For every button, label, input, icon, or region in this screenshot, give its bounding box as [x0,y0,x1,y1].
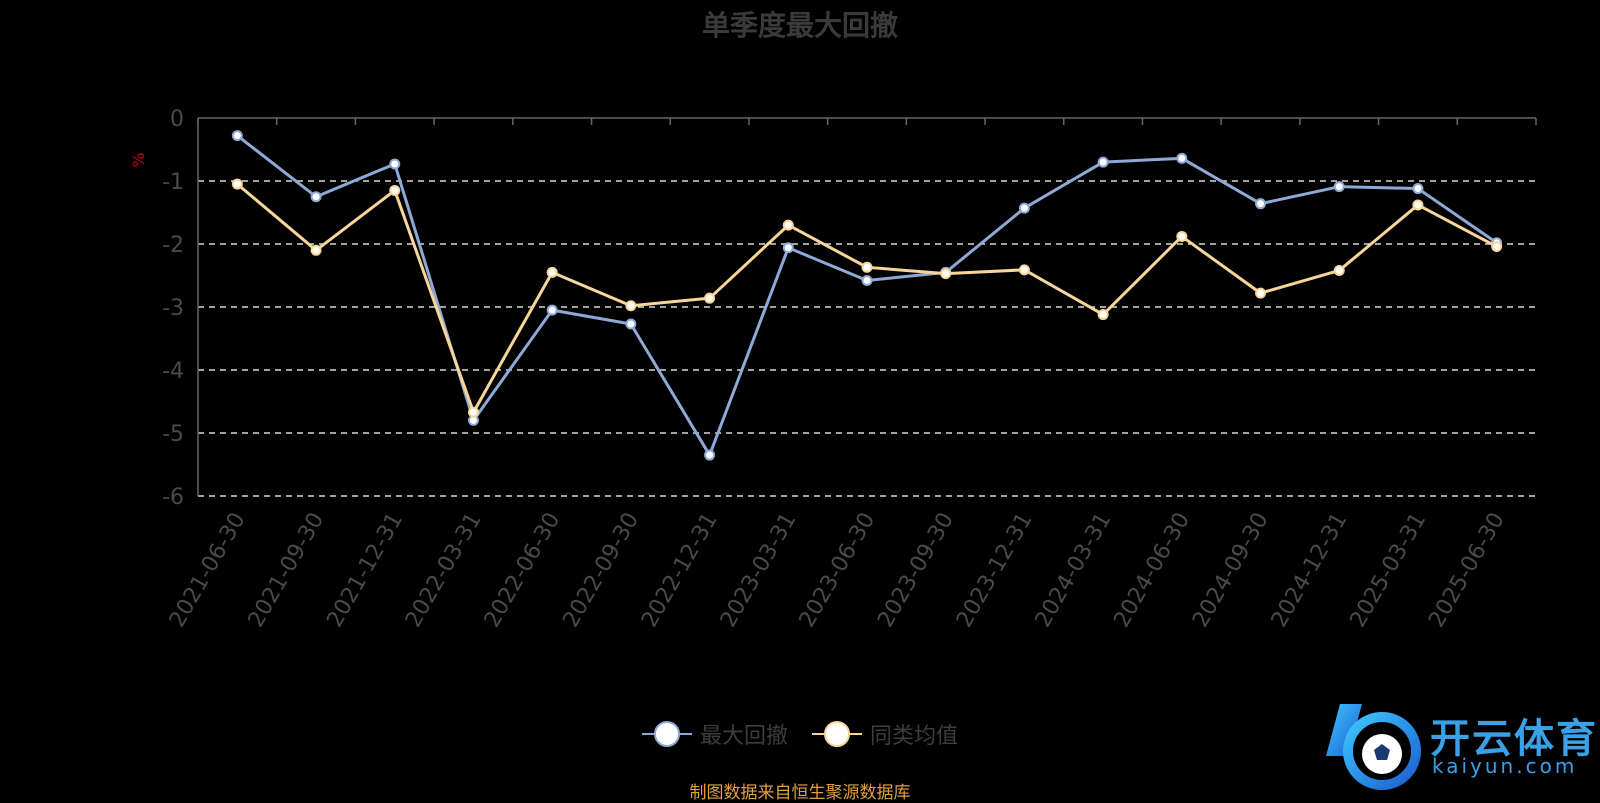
logo-ball-icon [1326,704,1421,790]
y-axis-label: % [129,152,148,167]
x-tick-label: 2021-09-30 [244,509,330,632]
legend-dot-0 [653,721,680,747]
data-point [704,292,716,304]
brand-logo: 开云体育 kaiyun.com [1310,696,1600,796]
x-tick-label: 2023-12-31 [952,509,1038,632]
x-tick-label: 2022-06-30 [480,509,566,632]
x-tick-label: 2024-03-31 [1031,509,1117,632]
data-point [1255,287,1267,299]
data-point [1018,264,1030,276]
x-tick-label: 2024-12-31 [1267,509,1353,632]
chart-title: 单季度最大回撤 [701,9,898,42]
series-line-0 [236,134,1498,457]
data-point [310,191,322,203]
logo-text-en: kaiyun.com [1432,754,1578,778]
data-point [625,300,637,312]
data-point [1176,152,1188,164]
data-point [782,219,794,231]
x-tick-label: 2024-06-30 [1109,509,1195,632]
x-tick-label: 2023-09-30 [873,508,959,631]
legend-marker-0 [641,721,692,747]
source-note: 制图数据来自恒生聚源数据库 [689,783,911,803]
data-point [704,449,716,461]
legend-label-0: 最大回撤 [699,724,788,749]
data-point [940,268,952,280]
data-point [1412,183,1424,195]
y-tick-label: -2 [162,233,184,258]
y-tick-label: -3 [162,296,184,321]
data-point [782,242,794,254]
x-tick-label: 2021-12-31 [322,509,408,632]
logo-text-cn: 开云体育 [1430,716,1598,762]
legend-marker-1 [812,721,862,747]
y-tick-label: -1 [162,170,184,195]
line-chart: 0 -1 -2 -3 -4 -5 -6% 2021-06-302021-09-302021-1… [129,107,1537,632]
data-point [467,406,479,418]
series-layer [231,130,1503,461]
data-point [1176,230,1188,242]
y-tick-label: -6 [162,485,184,510]
legend-label-1: 同类均值 [870,724,959,749]
data-point [546,304,558,316]
data-point [310,244,322,256]
data-point [1097,156,1109,168]
data-point [861,261,873,273]
x-tick-label: 2022-03-31 [401,509,487,632]
x-tick-label: 2025-06-30 [1424,509,1510,632]
y-tick-label: 0 [170,107,184,132]
data-point [231,130,243,142]
data-point [1333,264,1345,276]
data-point [861,275,873,287]
data-point [389,158,401,170]
data-point [1412,199,1424,211]
data-point [1491,241,1503,253]
x-tick-label: 2025-03-31 [1346,509,1432,632]
x-tick-label: 2023-03-31 [716,509,802,632]
legend: 最大回撤 同类均值 [0,718,1600,750]
data-point [1255,198,1267,210]
data-point [625,318,637,330]
data-point [389,184,401,196]
data-point [1097,309,1109,321]
y-tick-label: -5 [162,422,184,447]
legend-item-series-0[interactable]: 最大回撤 [641,718,788,750]
x-tick-label: 2023-06-30 [795,509,881,632]
x-tick-label: 2021-06-30 [165,509,251,632]
data-point [1018,202,1030,214]
legend-item-series-1[interactable]: 同类均值 [812,718,958,750]
series-line-1 [236,183,1498,414]
grid-lines [198,180,1536,497]
y-tick-label: -4 [162,359,184,384]
legend-dot-1 [824,721,850,747]
x-tick-label: 2022-12-31 [637,509,723,632]
data-point [546,266,558,278]
x-tick-label: 2024-09-30 [1188,509,1274,632]
data-point [1333,181,1345,193]
data-point [231,178,243,190]
x-tick-label: 2022-09-30 [558,509,644,632]
